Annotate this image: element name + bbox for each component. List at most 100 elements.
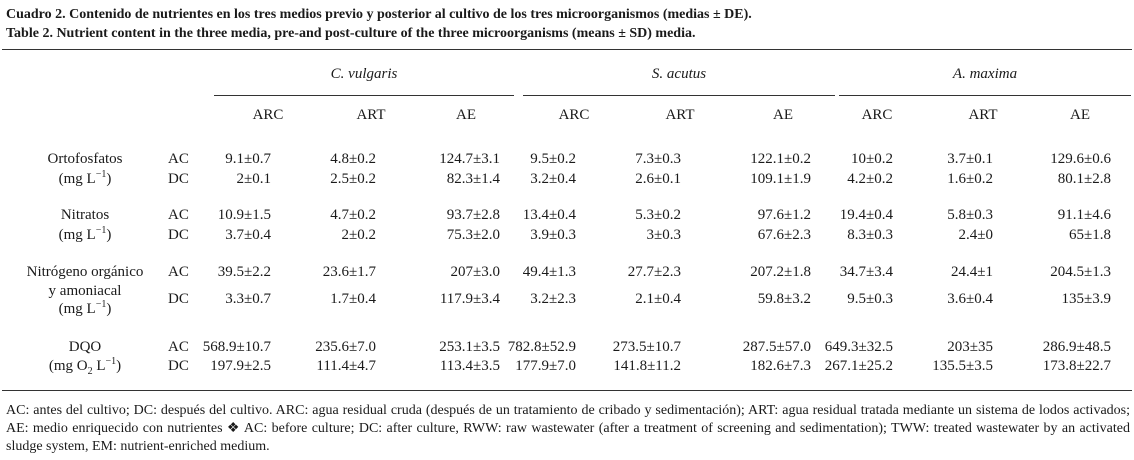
table-cell: 59.8±3.2 (757, 291, 811, 307)
medium-header: ARC (252, 107, 284, 123)
bottom-rule (2, 390, 1132, 391)
condition-label: DC (168, 358, 189, 374)
table-cell: 65±1.8 (1069, 227, 1111, 243)
table-cell: 9.5±0.3 (847, 291, 893, 307)
table-cell: 3.7±0.4 (225, 227, 271, 243)
condition-label: AC (168, 207, 189, 223)
table-cell: 97.6±1.2 (757, 207, 811, 223)
parameter-unit: (mg L−1) (58, 169, 112, 188)
table-cell: 8.3±0.3 (847, 227, 893, 243)
table-cell: 19.4±0.4 (839, 207, 893, 223)
medium-header: ART (968, 107, 998, 123)
top-rule (2, 49, 1132, 50)
table-cell: 4.8±0.2 (330, 151, 376, 167)
table-cell: 135±3.9 (1061, 291, 1111, 307)
table-cell: 1.6±0.2 (947, 171, 993, 187)
table-cell: 9.1±0.7 (225, 151, 271, 167)
table-cell: 273.5±10.7 (612, 339, 681, 355)
medium-header: ART (665, 107, 695, 123)
parameter-label: Nitratos (60, 207, 110, 223)
medium-header: ARC (558, 107, 590, 123)
table-cell: 141.8±11.2 (613, 358, 681, 374)
table-cell: 49.4±1.3 (522, 264, 576, 280)
table-cell: 568.9±10.7 (202, 339, 271, 355)
table-cell: 5.3±0.2 (635, 207, 681, 223)
species-header-rule (839, 95, 1131, 96)
medium-header: AE (1070, 107, 1090, 123)
medium-header: ARC (861, 107, 893, 123)
table-cell: 122.1±0.2 (750, 151, 811, 167)
table-cell: 5.8±0.3 (947, 207, 993, 223)
table-cell: 173.8±22.7 (1042, 358, 1111, 374)
table-cell: 182.6±7.3 (750, 358, 811, 374)
table-cell: 135.5±3.5 (932, 358, 993, 374)
table-cell: 2±0.1 (236, 171, 271, 187)
table-cell: 34.7±3.4 (839, 264, 893, 280)
table-cell: 117.9±3.4 (439, 291, 500, 307)
table-cell: 75.3±2.0 (446, 227, 500, 243)
table-cell: 111.4±4.7 (316, 358, 376, 374)
condition-label: DC (168, 227, 189, 243)
table-cell: 782.8±52.9 (507, 339, 576, 355)
table-cell: 2.5±0.2 (330, 171, 376, 187)
parameter-unit: (mg L−1) (58, 299, 112, 318)
table-cell: 91.1±4.6 (1057, 207, 1111, 223)
table-caption: Cuadro 2. Contenido de nutrientes en los… (6, 5, 752, 43)
table-cell: 10±0.2 (851, 151, 893, 167)
table-cell: 27.7±2.3 (627, 264, 681, 280)
table-cell: 3±0.3 (646, 227, 681, 243)
caption-spanish: Cuadro 2. Contenido de nutrientes en los… (6, 7, 752, 22)
condition-label: AC (168, 339, 189, 355)
table-cell: 204.5±1.3 (1050, 264, 1111, 280)
table-cell: 113.4±3.5 (439, 358, 500, 374)
table-cell: 287.5±57.0 (742, 339, 811, 355)
table-cell: 3.3±0.7 (225, 291, 271, 307)
table-cell: 13.4±0.4 (522, 207, 576, 223)
table-cell: 649.3±32.5 (824, 339, 893, 355)
table-cell: 2.6±0.1 (635, 171, 681, 187)
table-cell: 286.9±48.5 (1042, 339, 1111, 355)
table-cell: 10.9±1.5 (217, 207, 271, 223)
condition-label: DC (168, 171, 189, 187)
table-cell: 177.9±7.0 (515, 358, 576, 374)
medium-header: ART (356, 107, 386, 123)
species-header: S. acutus (651, 66, 707, 82)
medium-header: AE (773, 107, 793, 123)
table-cell: 80.1±2.8 (1057, 171, 1111, 187)
table-cell: 4.7±0.2 (330, 207, 376, 223)
table-cell: 3.6±0.4 (947, 291, 993, 307)
parameter-label: y amoniacal (48, 283, 122, 299)
table-cell: 1.7±0.4 (330, 291, 376, 307)
table-cell: 2±0.2 (341, 227, 376, 243)
condition-label: AC (168, 264, 189, 280)
parameter-label: DQO (68, 339, 102, 355)
table-footnote: AC: antes del cultivo; DC: después del c… (6, 403, 1130, 454)
table-cell: 109.1±1.9 (750, 171, 811, 187)
parameter-unit: (mg O2 L−1) (48, 356, 122, 377)
caption-english: Table 2. Nutrient content in the three m… (6, 26, 696, 41)
table-cell: 24.4±1 (951, 264, 993, 280)
parameter-label: Ortofosfatos (47, 151, 123, 167)
species-header-rule (214, 95, 514, 96)
table-cell: 93.7±2.8 (446, 207, 500, 223)
condition-label: AC (168, 151, 189, 167)
species-header-rule (523, 95, 835, 96)
table-cell: 203±35 (947, 339, 993, 355)
parameter-unit: (mg L−1) (58, 225, 112, 244)
table-cell: 4.2±0.2 (847, 171, 893, 187)
table-cell: 39.5±2.2 (217, 264, 271, 280)
medium-header: AE (456, 107, 476, 123)
species-header: A. maxima (952, 66, 1018, 82)
table-cell: 3.2±0.4 (530, 171, 576, 187)
species-header: C. vulgaris (330, 66, 398, 82)
table-cell: 207.2±1.8 (750, 264, 811, 280)
table-cell: 267.1±25.2 (824, 358, 893, 374)
table-cell: 23.6±1.7 (322, 264, 376, 280)
table-cell: 67.6±2.3 (757, 227, 811, 243)
table-cell: 2.4±0 (958, 227, 993, 243)
table-cell: 7.3±0.3 (635, 151, 681, 167)
parameter-label: Nitrógeno orgánico (26, 264, 144, 280)
table-cell: 3.7±0.1 (947, 151, 993, 167)
table-cell: 82.3±1.4 (446, 171, 500, 187)
